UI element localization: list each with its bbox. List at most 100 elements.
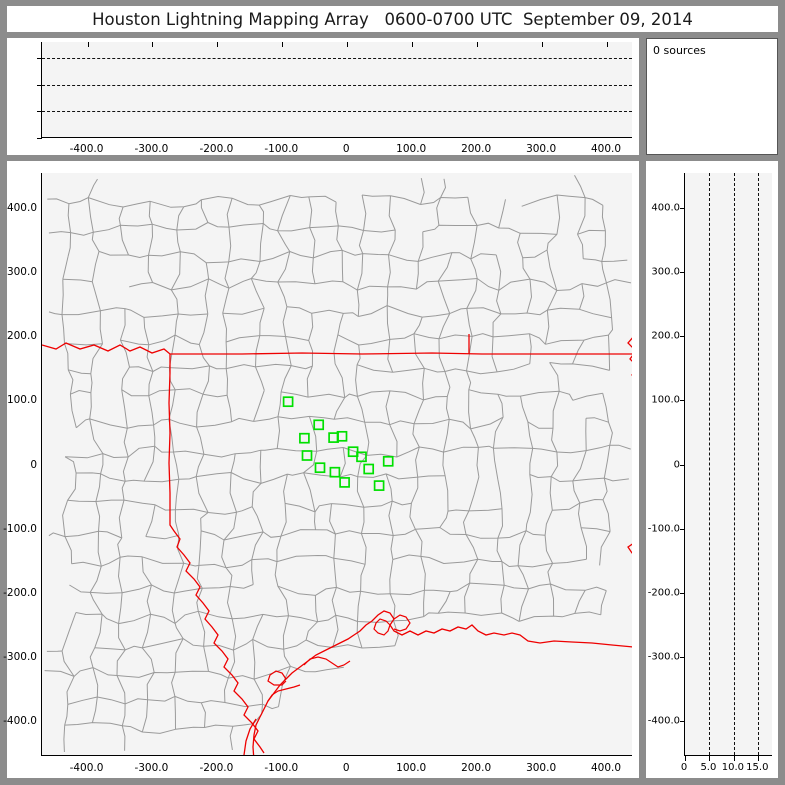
xtick-mark (477, 42, 479, 47)
time-height-plot-area[interactable] (37, 42, 633, 139)
xtick-mark (685, 756, 686, 761)
county-borders-vertical (61, 174, 614, 753)
altitude-data-layer (685, 173, 773, 756)
altitude-plot-area[interactable] (680, 173, 773, 761)
xtick-label: 200.0 (461, 762, 492, 774)
xtick-mark (709, 756, 711, 761)
xtick-mark (412, 42, 414, 47)
ytick-label: -200.0 (647, 587, 680, 599)
ytick-label: 100.0 (6, 394, 37, 407)
altitude-histogram-panel: 0 5.0 10.0 15.0 -400.0 -300.0 -200.0 -100.0 0 100… (646, 161, 778, 778)
county-borders-horizontal (44, 194, 632, 734)
map-geography-layer (42, 174, 632, 755)
ytick-mark (680, 272, 685, 274)
ytick-mark (41, 272, 42, 273)
xtick-label: -200.0 (199, 762, 234, 774)
matagorda-bay (267, 670, 287, 686)
state-border-mississippi-river (627, 337, 632, 554)
xtick-label: -300.0 (134, 143, 169, 155)
xtick-label: 0 (342, 762, 350, 774)
map-plot-area[interactable] (41, 173, 632, 756)
xtick-label: 100.0 (396, 762, 427, 774)
ytick-mark (41, 657, 42, 658)
ytick-mark (37, 111, 42, 113)
ytick-mark (41, 593, 42, 594)
xtick-mark (347, 42, 349, 47)
ytick-label: -200.0 (3, 586, 37, 599)
xtick-label: 300.0 (526, 143, 557, 155)
ytick-label: -300.0 (647, 651, 680, 663)
xtick-label: 0 (342, 143, 350, 155)
coastline-louisiana (259, 610, 632, 718)
gridline-horizontal (42, 111, 632, 113)
ytick-mark (41, 465, 42, 466)
gridline-vertical (733, 173, 735, 755)
ytick-mark (680, 400, 685, 402)
lightning-sources-group (282, 396, 394, 491)
ytick-mark (680, 528, 685, 530)
state-borders-group (42, 334, 632, 755)
ytick-mark (41, 529, 42, 530)
xtick-label: 400.0 (590, 143, 622, 155)
ytick-mark (41, 400, 42, 401)
galveston-bay (373, 618, 391, 636)
ytick-mark (37, 84, 42, 86)
lightning-source-marker (373, 480, 385, 491)
xtick-label: -400.0 (69, 762, 104, 774)
ytick-label: 400.0 (651, 202, 680, 214)
xtick-mark (542, 42, 544, 47)
state-border-sabine (168, 354, 265, 754)
xtick-mark (152, 42, 154, 47)
ytick-label: 200.0 (6, 330, 37, 343)
ytick-label: 300.0 (6, 266, 37, 279)
lightning-source-marker (328, 432, 339, 443)
xtick-mark (87, 42, 89, 47)
time-height-data-layer (42, 42, 633, 138)
xtick-label: 10.0 (721, 762, 745, 773)
xtick-mark (607, 42, 608, 47)
xtick-label: 400.0 (590, 762, 622, 774)
ytick-label: 200.0 (651, 330, 680, 342)
lightning-source-marker (382, 455, 394, 467)
ytick-label: -100.0 (3, 522, 37, 535)
matagorda-peninsula (303, 656, 351, 668)
ytick-mark (37, 138, 42, 139)
page-title: Houston Lightning Mapping Array 0600-070… (92, 9, 693, 29)
ytick-label: -300.0 (3, 650, 37, 663)
ytick-label: 0 (673, 459, 680, 470)
san-antonio-bay (267, 684, 301, 702)
state-border-red-river (42, 342, 632, 355)
ytick-mark (680, 464, 685, 466)
xtick-label: 300.0 (526, 762, 557, 774)
ytick-label: 0 (30, 458, 37, 471)
sources-info-box: 0 sources (646, 38, 778, 155)
trinity-bay (393, 614, 411, 632)
xtick-mark (758, 756, 760, 761)
ytick-mark (680, 720, 685, 722)
xtick-label: 15.0 (746, 762, 769, 773)
xtick-mark (733, 756, 735, 761)
lightning-source-marker (299, 432, 310, 444)
ytick-mark (37, 58, 42, 59)
xtick-label: -100.0 (264, 762, 299, 774)
gridline-horizontal (42, 58, 632, 59)
ytick-mark (680, 208, 685, 210)
lightning-source-marker (329, 466, 341, 478)
ytick-label: 400.0 (6, 202, 37, 215)
ytick-label: -100.0 (647, 523, 680, 535)
xtick-label: 5.0 (700, 762, 717, 773)
county-borders-group (44, 174, 632, 753)
lightning-source-marker (363, 463, 375, 475)
ytick-label: -400.0 (647, 715, 680, 727)
ytick-label: -400.0 (3, 714, 37, 727)
ytick-label: 300.0 (651, 266, 680, 278)
lightning-source-marker (339, 477, 350, 488)
ytick-mark (680, 336, 685, 338)
ytick-mark (680, 656, 685, 658)
xtick-label: 200.0 (461, 143, 492, 155)
lightning-source-marker (314, 462, 326, 474)
lightning-source-marker (282, 396, 294, 408)
xtick-label: -100.0 (264, 143, 299, 155)
gridline-vertical (758, 173, 760, 755)
